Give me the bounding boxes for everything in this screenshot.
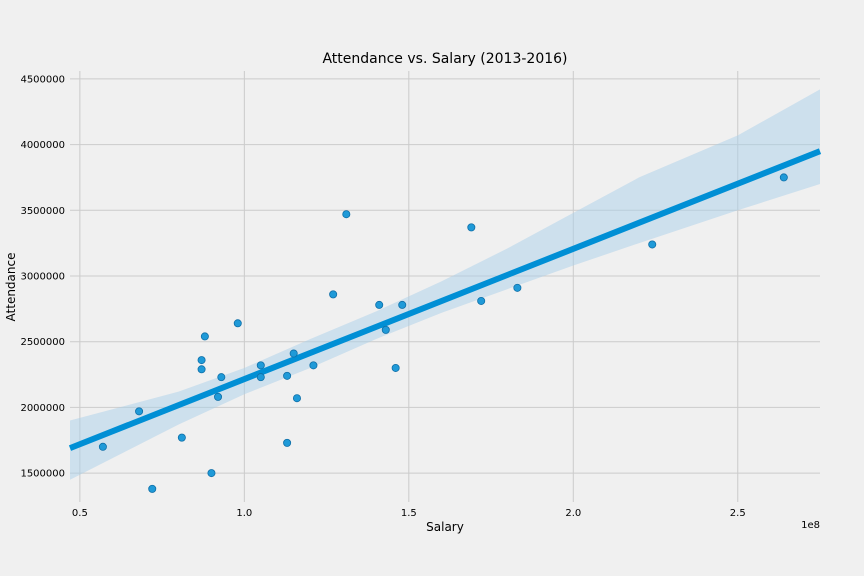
regression-line: [68, 148, 822, 451]
data-point-19: [342, 210, 351, 219]
data-point-2: [148, 484, 157, 493]
data-point-21: [381, 325, 390, 334]
x-axis-offset-label: 1e8: [801, 520, 820, 531]
chart-title: Attendance vs. Salary (2013-2016): [322, 51, 567, 67]
data-point-16: [292, 394, 301, 403]
data-point-8: [214, 392, 223, 401]
data-point-5: [197, 365, 206, 374]
data-point-4: [197, 356, 206, 365]
data-point-0: [98, 442, 107, 451]
data-point-22: [391, 363, 400, 372]
data-point-9: [217, 373, 226, 382]
data-point-7: [207, 469, 216, 478]
x-tick-label-1: 1.0: [236, 508, 252, 519]
data-point-10: [233, 319, 242, 328]
y-axis-label: Attendance: [4, 253, 18, 322]
data-point-17: [309, 361, 318, 370]
y-tick-label-0: 1500000: [20, 469, 65, 480]
x-axis-label: Salary: [426, 520, 464, 534]
y-tick-label-6: 4500000: [20, 74, 65, 85]
data-point-18: [329, 290, 338, 299]
x-tick-labels: 0.5 1.0 1.5 2.0 2.5: [72, 508, 746, 519]
data-point-15: [289, 349, 298, 358]
data-point-1: [135, 407, 144, 416]
data-point-23: [398, 300, 407, 309]
data-point-28: [779, 173, 788, 182]
data-point-11: [256, 361, 265, 370]
x-tick-label-3: 2.0: [565, 508, 581, 519]
data-point-3: [177, 433, 186, 442]
y-tick-label-2: 2500000: [20, 337, 65, 348]
confidence-band-area: [70, 89, 820, 480]
data-point-14: [283, 438, 292, 447]
data-point-26: [513, 283, 522, 292]
data-point-6: [200, 332, 209, 341]
y-tick-label-1: 2000000: [20, 403, 65, 414]
y-tick-label-4: 3500000: [20, 206, 65, 217]
x-tick-label-4: 2.5: [730, 508, 746, 519]
data-point-20: [375, 300, 384, 309]
y-tick-labels: 1500000 2000000 2500000 3000000 3500000 40000…: [20, 74, 65, 479]
x-tick-label-2: 1.5: [401, 508, 417, 519]
confidence-band: [70, 89, 820, 480]
y-tick-label-3: 3000000: [20, 271, 65, 282]
data-point-13: [283, 371, 292, 380]
regression-line-path: [68, 148, 822, 451]
data-point-27: [648, 240, 657, 249]
y-tick-label-5: 4000000: [20, 140, 65, 151]
x-tick-label-0: 0.5: [72, 508, 88, 519]
data-point-25: [477, 296, 486, 305]
data-point-24: [467, 223, 476, 232]
data-points: [98, 173, 788, 493]
data-point-12: [256, 373, 265, 382]
